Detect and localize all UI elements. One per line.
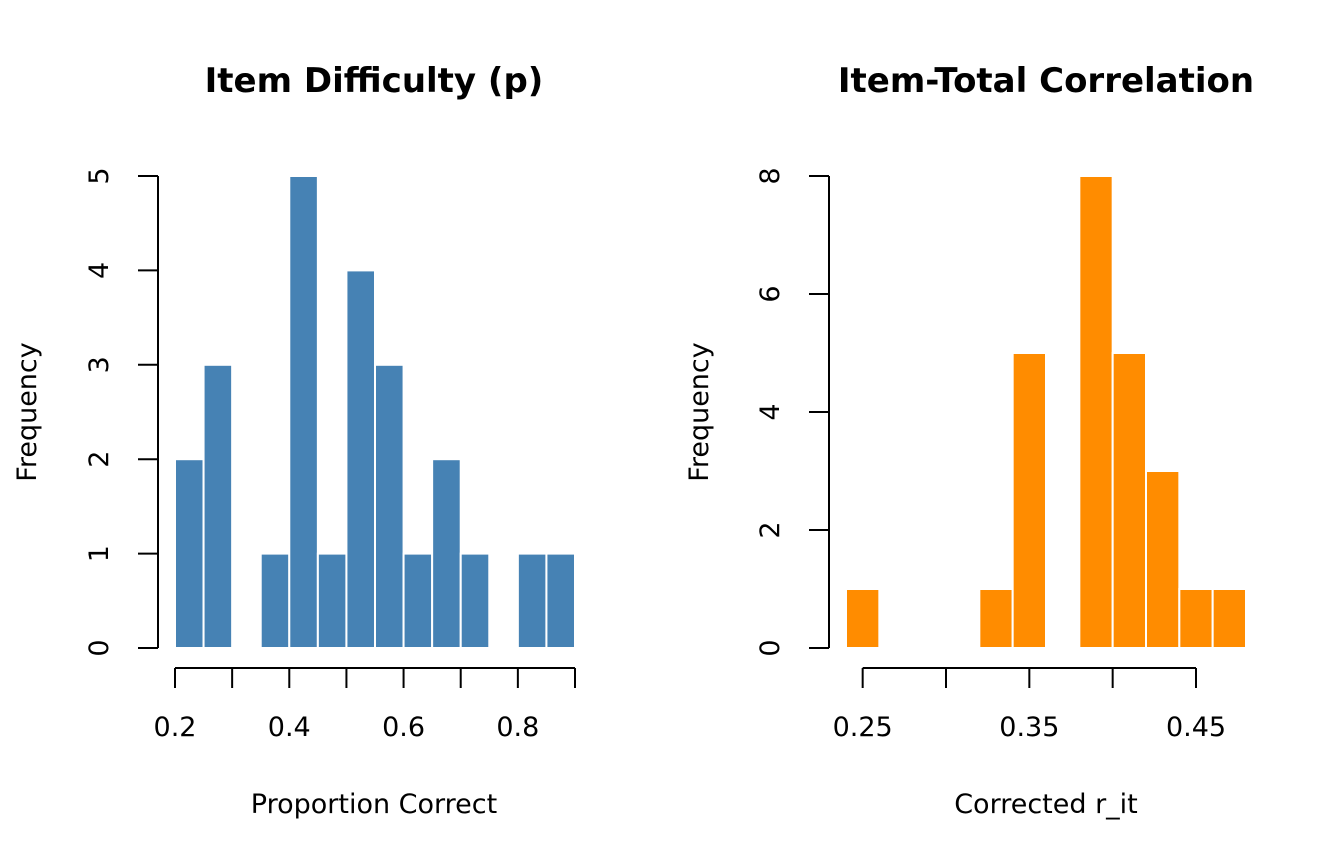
chart-title: Item-Total Correlation [838,61,1254,101]
y-tick-label: 0 [84,639,115,656]
y-tick-label: 0 [755,639,786,656]
y-axis-label: Frequency [12,342,43,482]
histogram-bar [202,363,234,649]
histogram-bar [431,458,462,650]
y-axis-label: Frequency [684,342,715,482]
bars [174,175,577,650]
chart-title: Item Difficulty (p) [205,61,544,101]
histogram-bar [1145,470,1181,649]
axes: 0.2 0.4 0.6 0.8 0 1 2 3 4 5 [84,167,576,743]
x-tick-label: 0.8 [496,712,539,743]
x-tick-label: 0.6 [382,712,425,743]
histogram-bar [1111,352,1147,649]
histogram-bar [402,552,434,649]
y-tick-label: 5 [84,167,115,184]
x-tick-label: 0.25 [833,712,893,743]
axes: 0.25 0.35 0.45 0 2 4 6 8 [755,167,1226,743]
x-tick-label: 0.4 [268,712,311,743]
histogram-bar [259,552,291,649]
histogram-bar [459,552,491,649]
histogram-bar [288,175,319,649]
histogram-bar [374,363,405,649]
histogram-bar [545,552,577,649]
x-tick-label: 0.35 [999,712,1059,743]
histogram-bar [516,552,548,649]
y-tick-label: 4 [755,403,786,420]
y-tick-label: 2 [755,521,786,538]
histogram-bar [1178,588,1214,649]
item-difficulty-panel: Item Difficulty (p) Proportion Correct F… [12,61,577,820]
y-tick-label: 1 [84,545,115,562]
x-axis-label: Proportion Correct [251,789,497,820]
histogram-bar [345,269,376,649]
bars [845,175,1247,649]
y-tick-label: 4 [84,262,115,279]
histogram-bar [978,588,1014,649]
y-tick-label: 2 [84,451,115,468]
histogram-bar [1078,175,1114,649]
histogram-bar [1011,352,1048,649]
y-tick-label: 6 [755,285,786,302]
y-tick-label: 8 [755,167,786,184]
x-tick-label: 0.2 [154,712,197,743]
histogram-bar [174,458,205,650]
item-total-correlation-panel: Item-Total Correlation Corrected r_it Fr… [684,61,1254,820]
x-tick-label: 0.45 [1166,712,1226,743]
histogram-bar [845,588,881,649]
histogram-bar [316,552,348,649]
y-tick-label: 3 [84,356,115,373]
histogram-bar [1211,588,1247,649]
x-axis-label: Corrected r_it [954,789,1138,820]
